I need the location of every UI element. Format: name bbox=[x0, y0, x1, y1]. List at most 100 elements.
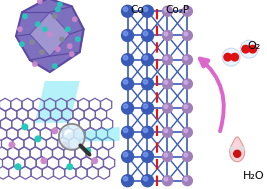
Circle shape bbox=[164, 56, 168, 60]
Circle shape bbox=[142, 78, 154, 90]
Circle shape bbox=[143, 152, 148, 157]
Circle shape bbox=[224, 53, 231, 61]
Text: H₂O: H₂O bbox=[243, 171, 265, 181]
Circle shape bbox=[40, 50, 44, 54]
Circle shape bbox=[164, 177, 168, 181]
Circle shape bbox=[162, 79, 172, 89]
Text: Co₂P: Co₂P bbox=[165, 5, 190, 15]
Circle shape bbox=[164, 153, 168, 157]
Circle shape bbox=[182, 6, 192, 16]
Polygon shape bbox=[76, 127, 120, 142]
Circle shape bbox=[231, 53, 238, 61]
Circle shape bbox=[121, 175, 134, 187]
Circle shape bbox=[234, 150, 241, 157]
Circle shape bbox=[162, 176, 172, 186]
Circle shape bbox=[184, 32, 188, 36]
Circle shape bbox=[182, 127, 192, 137]
Circle shape bbox=[35, 136, 41, 142]
Circle shape bbox=[20, 42, 24, 46]
Circle shape bbox=[123, 80, 128, 84]
Circle shape bbox=[53, 14, 57, 19]
Circle shape bbox=[164, 81, 168, 84]
Circle shape bbox=[53, 64, 57, 68]
Circle shape bbox=[164, 105, 168, 108]
Circle shape bbox=[143, 104, 148, 108]
Circle shape bbox=[23, 14, 27, 19]
Circle shape bbox=[121, 102, 134, 114]
Polygon shape bbox=[230, 137, 245, 162]
Circle shape bbox=[121, 54, 134, 66]
Circle shape bbox=[123, 128, 128, 132]
Circle shape bbox=[240, 147, 244, 151]
Circle shape bbox=[22, 124, 28, 130]
Circle shape bbox=[68, 44, 72, 48]
Circle shape bbox=[43, 27, 47, 31]
Circle shape bbox=[162, 30, 172, 40]
Text: O₂: O₂ bbox=[248, 41, 261, 51]
Circle shape bbox=[36, 22, 40, 26]
Circle shape bbox=[182, 55, 192, 65]
Polygon shape bbox=[16, 0, 84, 72]
Circle shape bbox=[164, 32, 168, 36]
Circle shape bbox=[222, 48, 240, 66]
Circle shape bbox=[60, 37, 64, 41]
Circle shape bbox=[62, 142, 68, 148]
Circle shape bbox=[58, 2, 62, 6]
Circle shape bbox=[240, 40, 258, 58]
Circle shape bbox=[18, 27, 22, 31]
Circle shape bbox=[67, 164, 73, 170]
Circle shape bbox=[184, 153, 188, 157]
Circle shape bbox=[249, 45, 256, 53]
Circle shape bbox=[30, 40, 34, 44]
Circle shape bbox=[41, 158, 47, 163]
Circle shape bbox=[92, 158, 97, 163]
Polygon shape bbox=[35, 81, 80, 123]
Circle shape bbox=[9, 142, 15, 148]
Circle shape bbox=[164, 129, 168, 133]
Circle shape bbox=[123, 177, 128, 181]
Circle shape bbox=[52, 128, 58, 134]
FancyArrowPatch shape bbox=[200, 59, 224, 131]
Circle shape bbox=[85, 148, 91, 154]
Circle shape bbox=[143, 177, 148, 181]
Circle shape bbox=[242, 45, 249, 53]
Circle shape bbox=[162, 55, 172, 65]
Circle shape bbox=[143, 128, 148, 132]
Circle shape bbox=[184, 81, 188, 84]
Circle shape bbox=[121, 126, 134, 138]
Circle shape bbox=[123, 152, 128, 157]
Circle shape bbox=[38, 0, 42, 4]
Circle shape bbox=[143, 80, 148, 84]
Circle shape bbox=[76, 37, 80, 41]
Circle shape bbox=[66, 27, 70, 31]
Circle shape bbox=[142, 175, 154, 187]
Circle shape bbox=[182, 176, 192, 186]
Circle shape bbox=[143, 56, 148, 60]
Circle shape bbox=[121, 5, 134, 17]
Circle shape bbox=[184, 56, 188, 60]
Circle shape bbox=[184, 105, 188, 108]
Circle shape bbox=[143, 7, 148, 12]
Circle shape bbox=[162, 103, 172, 113]
Circle shape bbox=[182, 79, 192, 89]
Circle shape bbox=[142, 29, 154, 41]
Circle shape bbox=[182, 152, 192, 161]
Circle shape bbox=[59, 124, 85, 150]
Circle shape bbox=[162, 6, 172, 16]
Circle shape bbox=[142, 150, 154, 163]
Circle shape bbox=[184, 8, 188, 12]
Circle shape bbox=[48, 32, 52, 36]
Circle shape bbox=[142, 54, 154, 66]
Circle shape bbox=[33, 62, 37, 66]
Circle shape bbox=[70, 52, 74, 56]
Circle shape bbox=[15, 164, 21, 170]
Circle shape bbox=[143, 31, 148, 36]
Circle shape bbox=[121, 78, 134, 90]
Circle shape bbox=[230, 147, 234, 151]
Circle shape bbox=[162, 152, 172, 161]
Circle shape bbox=[73, 17, 77, 21]
Circle shape bbox=[123, 7, 128, 12]
Circle shape bbox=[123, 104, 128, 108]
Text: Co: Co bbox=[131, 5, 144, 15]
Circle shape bbox=[121, 29, 134, 41]
